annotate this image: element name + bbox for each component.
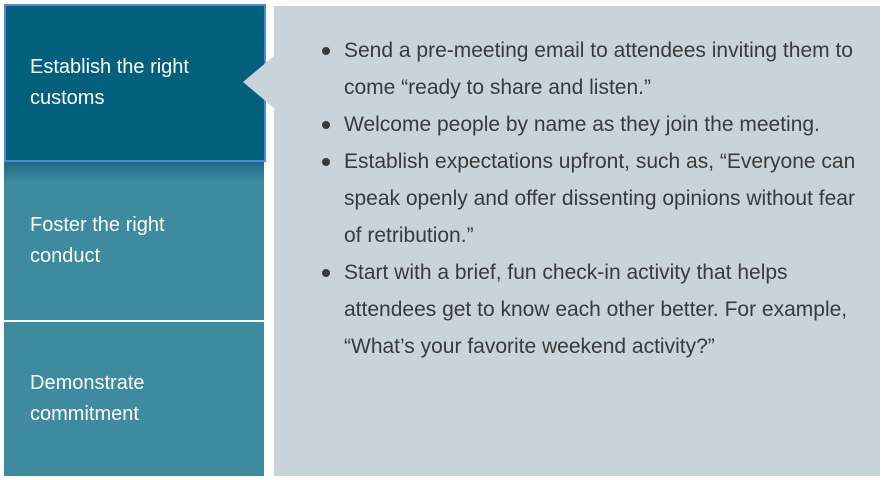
- list-item: Establish expectations upfront, such as,…: [322, 143, 862, 254]
- tab-establish-the-right-customs[interactable]: Establish the right customs: [4, 4, 266, 162]
- list-item: Welcome people by name as they join the …: [322, 106, 862, 143]
- tab-list: Establish the right customs Foster the r…: [4, 4, 266, 476]
- tab-divider: [4, 320, 264, 322]
- bullet-dot-icon: [322, 47, 330, 55]
- list-item-text: Send a pre-meeting email to attendees in…: [344, 39, 853, 99]
- bullet-dot-icon: [322, 269, 330, 277]
- tab-label: Foster the right conduct: [30, 214, 165, 267]
- tab-label: Demonstrate commitment: [30, 372, 145, 425]
- bullet-list: Send a pre-meeting email to attendees in…: [322, 32, 862, 365]
- tab-demonstrate-commitment[interactable]: Demonstrate commitment: [4, 322, 264, 476]
- active-tab-pointer: [243, 55, 275, 109]
- content-panel: [274, 6, 880, 476]
- tab-label: Establish the right customs: [30, 56, 189, 109]
- bullet-dot-icon: [322, 121, 330, 129]
- list-item-text: Start with a brief, fun check-in activit…: [344, 261, 848, 358]
- list-item-text: Welcome people by name as they join the …: [344, 113, 820, 136]
- bullet-dot-icon: [322, 158, 330, 166]
- list-item: Send a pre-meeting email to attendees in…: [322, 32, 862, 106]
- list-item: Start with a brief, fun check-in activit…: [322, 254, 862, 365]
- tab-foster-the-right-conduct[interactable]: Foster the right conduct: [4, 162, 264, 320]
- list-item-text: Establish expectations upfront, such as,…: [344, 150, 856, 247]
